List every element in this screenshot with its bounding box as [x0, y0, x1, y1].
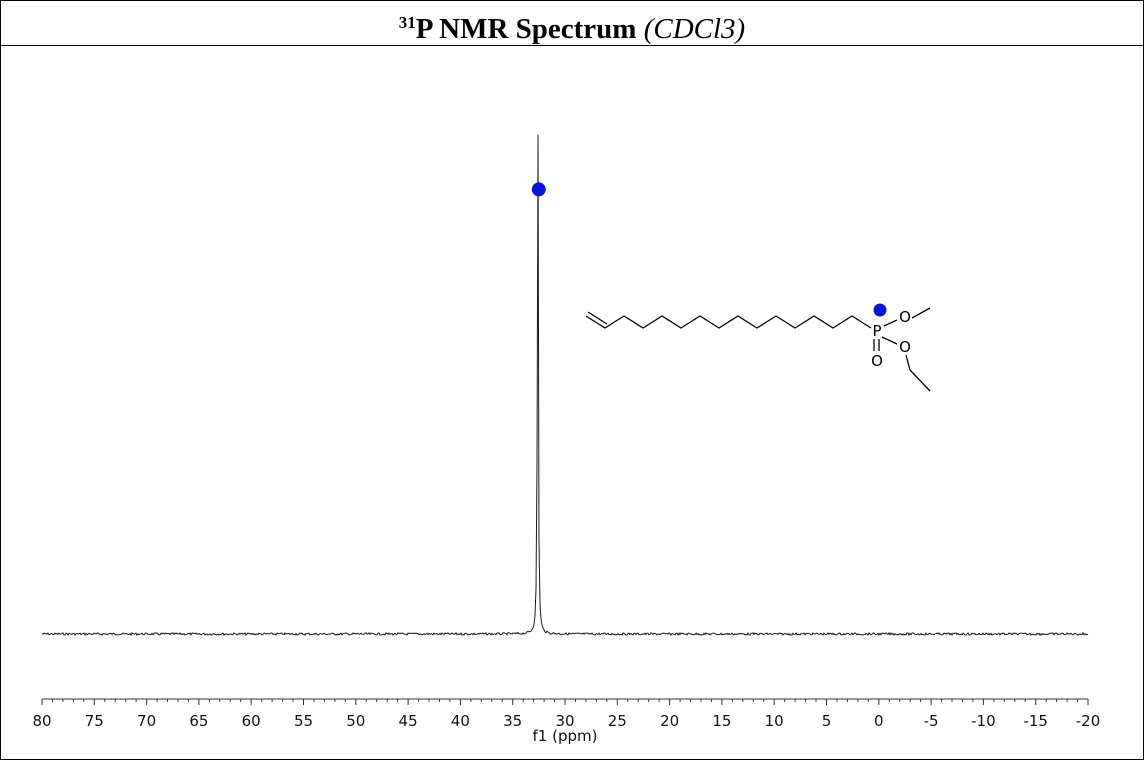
x-axis: 80 75 70 65 60 55 50 45 40 35 30 25 20 15 10 5 0 -5 -10 -15… [32, 698, 1101, 745]
page-title: 31P NMR Spectrum (CDCl3) [1, 1, 1143, 46]
x-tick-label: 35 [503, 712, 522, 730]
structure-atom-label: O [899, 308, 911, 326]
x-tick-label: 10 [765, 712, 784, 730]
x-tick-label: 15 [712, 712, 731, 730]
structure-double-bond [587, 311, 608, 325]
structure-bond [911, 307, 931, 319]
x-tick-label: 65 [189, 712, 208, 730]
structure-atom-label: O [871, 352, 883, 370]
x-tick-label: 75 [85, 712, 104, 730]
spectrum-trace [41, 134, 1089, 637]
title-main: P NMR Spectrum [415, 13, 637, 45]
x-tick-label: -10 [971, 712, 996, 730]
x-tick-label: -20 [1076, 712, 1101, 730]
x-tick-label: 55 [294, 712, 313, 730]
structure-bond [883, 319, 898, 327]
spectrum-layer [41, 134, 1089, 637]
chemical-structure: P O O O [585, 303, 931, 392]
x-tick-label: 45 [399, 712, 418, 730]
title-superscript: 31 [398, 13, 416, 32]
structure-atom-label: O [899, 338, 911, 356]
x-tick-label: 0 [874, 712, 884, 730]
x-tick-label: 5 [822, 712, 832, 730]
structure-bond [881, 336, 898, 345]
x-tick-label: 80 [32, 712, 51, 730]
x-tick-label: 60 [242, 712, 261, 730]
x-tick-label: 25 [608, 712, 627, 730]
x-tick-label: -15 [1023, 712, 1048, 730]
peak-marker [531, 182, 546, 197]
x-tick-label: 40 [451, 712, 470, 730]
x-tick-label: 30 [555, 712, 574, 730]
spectrum-plot: 80 75 70 65 60 55 50 45 40 35 30 25 20 15 10 5 0 -5 -10 -15… [32, 134, 1101, 745]
structure-bond [905, 354, 911, 371]
x-tick-label: 50 [346, 712, 365, 730]
x-axis-label: f1 (ppm) [533, 727, 598, 745]
x-tick-label: -5 [924, 712, 939, 730]
structure-bond [909, 369, 931, 392]
title-solvent: (CDCl3) [643, 13, 746, 45]
x-tick-label: 70 [137, 712, 156, 730]
phosphorus-marker [873, 303, 887, 317]
structure-chain [585, 315, 872, 329]
x-tick-label: 20 [660, 712, 679, 730]
structure-atom-label: P [872, 322, 881, 340]
